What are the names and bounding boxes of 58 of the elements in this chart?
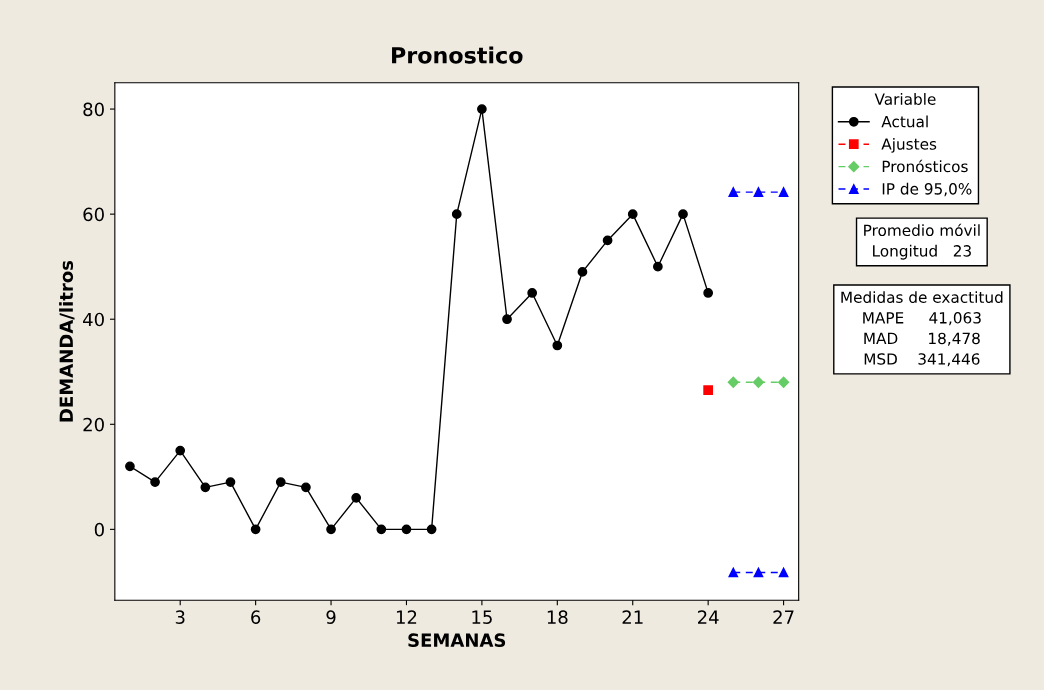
point [752, 376, 765, 388]
point [703, 385, 714, 396]
point [703, 288, 714, 298]
point [150, 477, 160, 487]
y-tick-label: 0 [94, 522, 104, 537]
point [200, 482, 211, 493]
x-axis-title: SEMANAS [408, 633, 506, 648]
x-tick-label: 6 [251, 610, 261, 624]
legend-label: IP de 95,0% [882, 182, 972, 197]
point [778, 567, 789, 578]
y-tick-label: 40 [83, 312, 104, 327]
y-axis-title: DEMANDA/litros [59, 260, 75, 422]
point [376, 524, 387, 535]
x-tick-label: 12 [396, 610, 417, 624]
point [653, 261, 663, 272]
point [225, 477, 236, 487]
point [728, 187, 739, 197]
point [577, 267, 588, 277]
point [477, 104, 487, 114]
text: Promedio móvil Longitud 23 [864, 223, 980, 260]
legend-label: Ajustes [881, 137, 937, 153]
point [401, 524, 412, 535]
point [326, 524, 336, 535]
y-tick-label: 60 [83, 207, 104, 222]
x-tick-label: 15 [472, 610, 492, 624]
point [527, 288, 538, 298]
point [175, 445, 186, 456]
text: Medidas de exactitud MAPE 41,063 MAD 18,478 MSD 341,446 [841, 291, 1003, 367]
point [426, 524, 437, 535]
legend-label: Actual [881, 115, 928, 128]
legend-title: Variable [874, 93, 936, 105]
x-tick-label: 18 [547, 610, 568, 624]
point [502, 314, 512, 325]
chart-title: Pronostico [392, 46, 523, 64]
x-tick-label: 21 [622, 610, 643, 624]
legend-label: Pronósticos [882, 159, 968, 173]
point [678, 209, 688, 220]
y-tick-label: 20 [83, 417, 104, 432]
point [552, 340, 563, 351]
point [778, 187, 789, 197]
x-tick-label: 9 [326, 610, 336, 624]
point [301, 482, 311, 493]
x-tick-label: 27 [773, 610, 794, 624]
y-tick-label: 80 [83, 102, 104, 117]
point [753, 187, 764, 197]
point [125, 461, 135, 472]
point [275, 477, 286, 487]
point [727, 376, 739, 388]
point [602, 235, 613, 246]
x-tick-label: 3 [175, 610, 185, 624]
point [451, 209, 462, 220]
point [777, 376, 790, 388]
point [753, 567, 764, 578]
point [627, 209, 638, 220]
point [250, 524, 261, 535]
point [728, 567, 739, 578]
x-tick-label: 24 [697, 610, 719, 624]
point [351, 492, 362, 503]
